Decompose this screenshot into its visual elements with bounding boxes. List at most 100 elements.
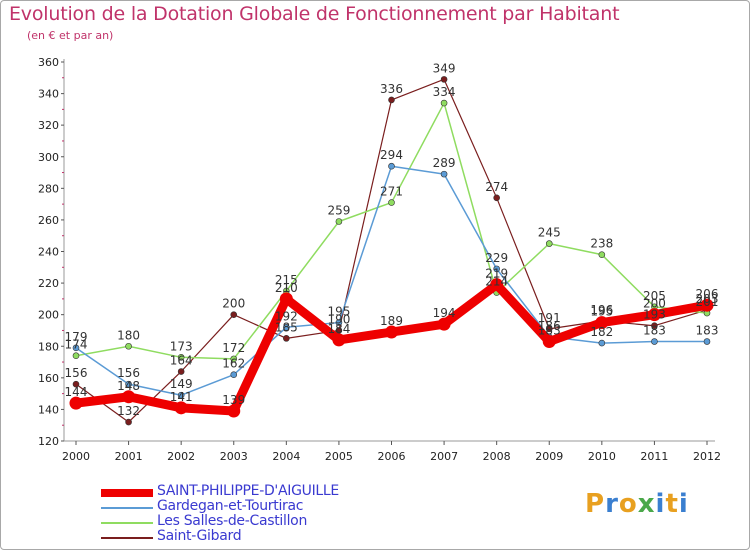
logo-letter: i bbox=[678, 489, 689, 519]
data-label-1: 289 bbox=[433, 156, 456, 170]
data-point-2 bbox=[545, 240, 553, 247]
data-label-2: 174 bbox=[65, 338, 88, 352]
data-label-0: 148 bbox=[117, 379, 140, 393]
y-tick-label: 320 bbox=[38, 119, 59, 132]
data-label-3: 200 bbox=[222, 297, 245, 311]
y-tick-label: 220 bbox=[38, 277, 59, 290]
x-tick-label: 2002 bbox=[167, 450, 195, 463]
data-point-1 bbox=[493, 265, 500, 273]
data-label-1: 182 bbox=[590, 325, 613, 339]
x-tick-label: 2000 bbox=[62, 450, 90, 463]
data-label-3: 274 bbox=[485, 180, 508, 194]
data-label-1: 156 bbox=[117, 366, 140, 380]
data-label-1: 183 bbox=[643, 324, 666, 338]
data-label-2: 259 bbox=[327, 203, 350, 217]
data-point-2 bbox=[125, 342, 132, 350]
logo-letter: o bbox=[618, 489, 638, 519]
data-point-1 bbox=[177, 391, 185, 399]
y-tick-label: 160 bbox=[38, 372, 59, 385]
legend-label: SAINT-PHILIPPE-D'AIGUILLE bbox=[157, 483, 339, 499]
data-point-0 bbox=[174, 401, 188, 415]
data-point-1 bbox=[388, 162, 395, 170]
data-label-1: 149 bbox=[170, 377, 193, 391]
data-label-3: 164 bbox=[170, 354, 193, 368]
data-label-2: 180 bbox=[117, 328, 140, 342]
y-tick-label: 140 bbox=[38, 403, 59, 416]
legend-item-0: SAINT-PHILIPPE-D'AIGUILLE bbox=[101, 483, 431, 500]
y-tick-label: 360 bbox=[38, 56, 59, 69]
x-tick-label: 2012 bbox=[693, 450, 721, 463]
legend-label: Saint-Gibard bbox=[157, 528, 242, 544]
x-tick-label: 2011 bbox=[640, 450, 668, 463]
data-point-3 bbox=[651, 322, 658, 330]
y-tick-label: 120 bbox=[38, 435, 59, 448]
legend-swatch bbox=[101, 507, 153, 509]
logo-letter: i bbox=[655, 489, 666, 519]
logo-letter: x bbox=[637, 489, 656, 519]
data-point-3 bbox=[493, 194, 500, 202]
x-tick-label: 2008 bbox=[483, 450, 511, 463]
data-point-1 bbox=[598, 339, 606, 347]
legend: SAINT-PHILIPPE-D'AIGUILLE Gardegan-et-Tou… bbox=[101, 483, 431, 545]
data-label-0: 219 bbox=[485, 267, 508, 281]
data-point-0 bbox=[279, 292, 293, 306]
x-tick-label: 2005 bbox=[325, 450, 353, 463]
data-point-3 bbox=[125, 418, 132, 426]
data-point-1 bbox=[125, 380, 132, 388]
data-point-3 bbox=[545, 325, 553, 333]
data-label-3: 203 bbox=[696, 292, 719, 306]
data-label-1: 195 bbox=[327, 305, 350, 319]
data-label-1: 294 bbox=[380, 148, 403, 162]
legend-item-2: Les Salles-de-Castillon bbox=[101, 513, 431, 530]
logo-letter: r bbox=[605, 489, 619, 519]
data-point-2 bbox=[598, 251, 606, 258]
data-label-2: 271 bbox=[380, 185, 403, 199]
data-point-2 bbox=[177, 354, 185, 361]
data-label-2: 214 bbox=[485, 275, 508, 289]
legend-label: Gardegan-et-Tourtirac bbox=[157, 498, 304, 514]
legend-swatch bbox=[101, 537, 153, 539]
data-label-3: 191 bbox=[538, 311, 561, 325]
data-point-0 bbox=[490, 278, 504, 292]
y-tick-label: 180 bbox=[38, 340, 59, 353]
y-tick-label: 240 bbox=[38, 246, 59, 259]
x-tick-label: 2010 bbox=[588, 450, 616, 463]
data-label-3: 349 bbox=[433, 61, 456, 75]
chart-title: Evolution de la Dotation Globale de Fonc… bbox=[9, 3, 620, 25]
legend-label: Les Salles-de-Castillon bbox=[157, 513, 308, 529]
data-label-0: 200 bbox=[643, 297, 666, 311]
data-point-1 bbox=[283, 323, 290, 331]
data-point-0 bbox=[700, 298, 714, 312]
data-point-1 bbox=[440, 170, 448, 178]
x-tick-label: 2007 bbox=[430, 450, 458, 463]
data-point-3 bbox=[440, 76, 448, 83]
y-tick-label: 260 bbox=[38, 214, 59, 227]
y-tick-label: 340 bbox=[38, 88, 59, 101]
data-point-0 bbox=[227, 404, 241, 418]
data-label-3: 196 bbox=[590, 303, 613, 317]
x-tick-label: 2001 bbox=[115, 450, 143, 463]
y-tick-label: 200 bbox=[38, 309, 59, 322]
data-label-1: 183 bbox=[696, 324, 719, 338]
data-point-2 bbox=[230, 355, 238, 363]
data-label-2: 334 bbox=[433, 85, 456, 99]
data-point-0 bbox=[332, 333, 346, 347]
data-label-0: 189 bbox=[380, 314, 403, 328]
y-tick-label: 300 bbox=[38, 151, 59, 164]
line-chart: 120 140 160 180 200 220 240 260 280 300 320 340 360 2… bbox=[38, 56, 721, 463]
data-label-0: 195 bbox=[590, 305, 613, 319]
data-label-2: 201 bbox=[696, 295, 719, 309]
x-tick-label: 2009 bbox=[535, 450, 563, 463]
x-tick-label: 2004 bbox=[272, 450, 300, 463]
legend-item-1: Gardegan-et-Tourtirac bbox=[101, 498, 431, 515]
chart-subtitle: (en € et par an) bbox=[27, 29, 114, 42]
data-label-1: 179 bbox=[65, 330, 88, 344]
data-point-3 bbox=[72, 380, 80, 388]
data-label-3: 156 bbox=[65, 366, 88, 380]
data-point-1 bbox=[230, 371, 238, 378]
data-label-0: 141 bbox=[170, 390, 193, 404]
logo-letter: P bbox=[585, 489, 606, 519]
data-label-0: 183 bbox=[538, 324, 561, 338]
data-point-1 bbox=[651, 338, 658, 345]
